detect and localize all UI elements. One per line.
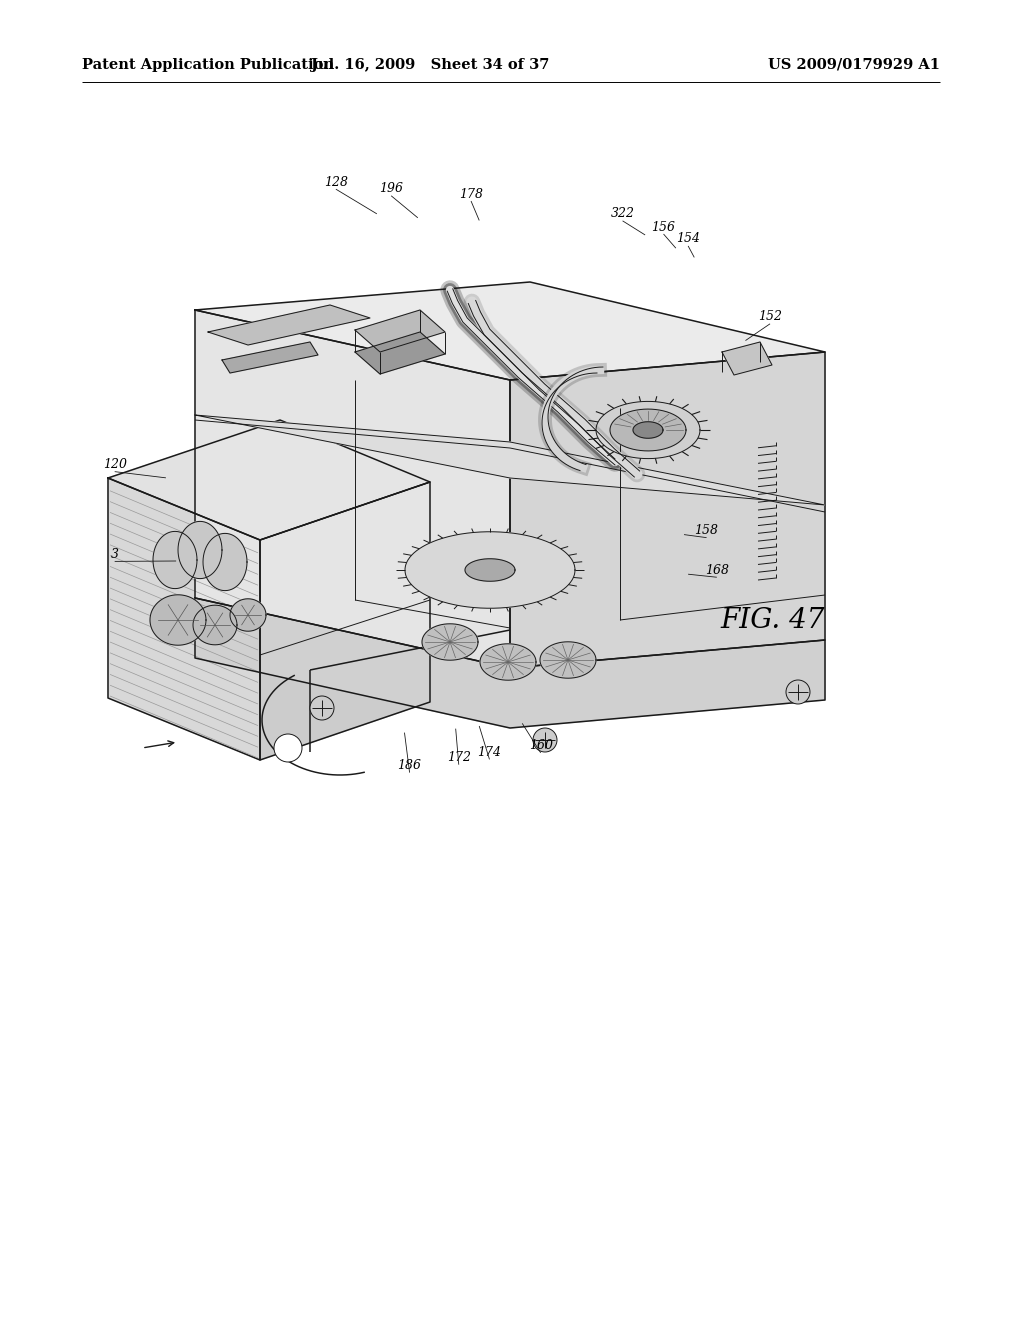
Text: 174: 174 xyxy=(477,746,502,759)
Text: Jul. 16, 2009   Sheet 34 of 37: Jul. 16, 2009 Sheet 34 of 37 xyxy=(311,58,549,73)
Text: 178: 178 xyxy=(459,187,483,201)
Text: 120: 120 xyxy=(102,458,127,471)
Polygon shape xyxy=(610,409,686,451)
Polygon shape xyxy=(153,532,197,589)
Polygon shape xyxy=(355,310,445,352)
Polygon shape xyxy=(596,401,700,458)
Text: 172: 172 xyxy=(446,751,471,764)
Polygon shape xyxy=(633,422,663,438)
Text: 168: 168 xyxy=(705,564,729,577)
Polygon shape xyxy=(178,521,222,578)
Text: 154: 154 xyxy=(676,232,700,246)
Polygon shape xyxy=(195,598,825,729)
Circle shape xyxy=(310,696,334,719)
Polygon shape xyxy=(195,414,825,506)
Polygon shape xyxy=(193,605,237,644)
Circle shape xyxy=(786,680,810,704)
Polygon shape xyxy=(230,599,266,631)
Polygon shape xyxy=(222,342,318,374)
Polygon shape xyxy=(422,624,478,660)
Polygon shape xyxy=(540,642,596,678)
Polygon shape xyxy=(465,558,515,581)
Polygon shape xyxy=(722,342,772,375)
Circle shape xyxy=(534,729,557,752)
Text: 152: 152 xyxy=(758,310,782,323)
Text: 196: 196 xyxy=(379,182,403,195)
Text: 160: 160 xyxy=(528,739,553,752)
Polygon shape xyxy=(510,352,825,668)
Circle shape xyxy=(274,734,302,762)
Text: 128: 128 xyxy=(324,176,348,189)
Text: Patent Application Publication: Patent Application Publication xyxy=(82,58,334,73)
Polygon shape xyxy=(195,310,510,668)
Text: 3: 3 xyxy=(111,548,119,561)
Polygon shape xyxy=(108,478,260,760)
Polygon shape xyxy=(203,533,247,590)
Polygon shape xyxy=(150,595,206,645)
Polygon shape xyxy=(355,333,445,374)
Text: 186: 186 xyxy=(397,759,422,772)
Text: 322: 322 xyxy=(610,207,635,220)
Text: FIG. 47: FIG. 47 xyxy=(720,606,824,634)
Text: 158: 158 xyxy=(694,524,719,537)
Polygon shape xyxy=(406,532,575,609)
Polygon shape xyxy=(260,482,430,760)
Text: 156: 156 xyxy=(651,220,676,234)
Polygon shape xyxy=(208,305,370,345)
Polygon shape xyxy=(195,282,825,380)
Polygon shape xyxy=(480,644,536,680)
Text: US 2009/0179929 A1: US 2009/0179929 A1 xyxy=(768,58,940,73)
Polygon shape xyxy=(108,420,430,540)
